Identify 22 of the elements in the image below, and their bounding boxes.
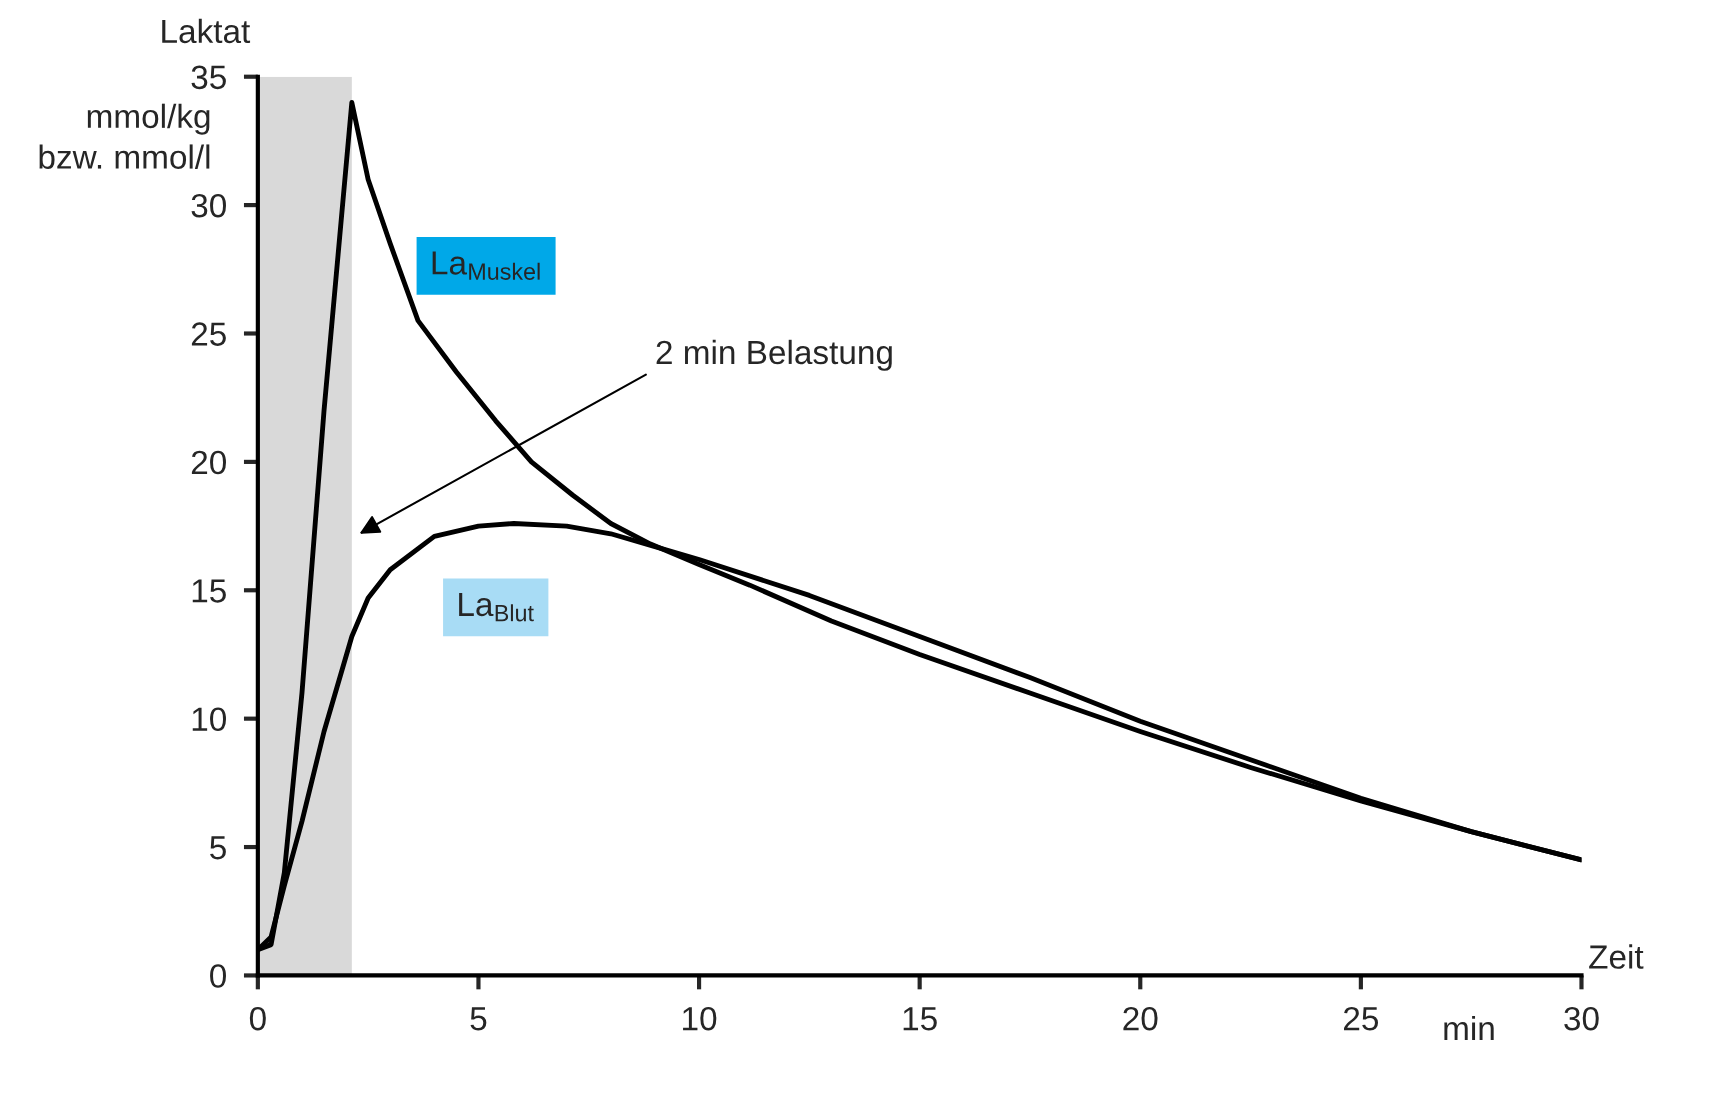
y-axis-title: Laktat: [162, 18, 251, 44]
y-tick-label: 15: [192, 579, 226, 603]
annotation: 2 min Belastung: [656, 339, 892, 371]
y-tick-label: 30: [191, 193, 226, 218]
y-tick-label: 5: [210, 836, 226, 860]
x-axis-title: Zeit: [1589, 944, 1644, 969]
y-tick-label: 25: [191, 322, 226, 346]
x-tick-label: 20: [1123, 1006, 1158, 1031]
x-tick-label: 30: [1564, 1006, 1599, 1031]
x-tick-label: 5: [470, 1007, 487, 1031]
y-tick-label: 0: [210, 964, 226, 988]
y-tick-label: 10: [192, 707, 226, 732]
series-label: La$_{Blut}$: [459, 592, 534, 622]
y-tick-label: 35: [191, 65, 226, 90]
x-tick-label: 15: [903, 1007, 937, 1031]
y-tick-label: 20: [191, 450, 226, 475]
x-tick-label: 10: [683, 1006, 717, 1031]
series-label: La$_{Muskel}$: [432, 251, 540, 280]
text: min: [1444, 1015, 1494, 1041]
x-tick-label: 0: [249, 1006, 266, 1031]
text: mmol/kg bzw. mmol/l: [39, 103, 210, 169]
x-tick-label: 25: [1344, 1006, 1379, 1031]
